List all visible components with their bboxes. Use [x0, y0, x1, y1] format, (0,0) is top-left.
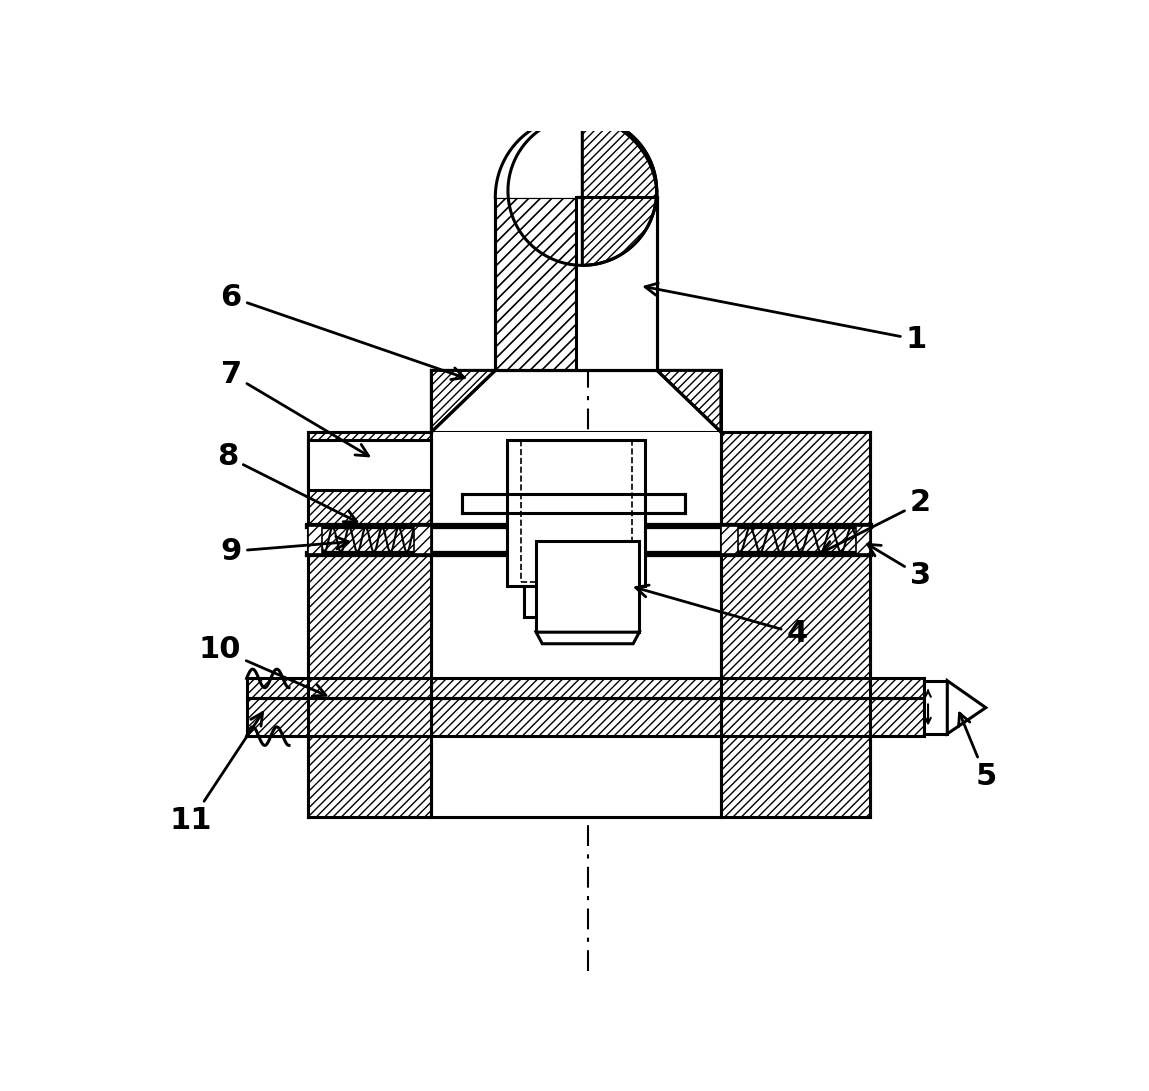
Bar: [308, 526, 322, 553]
Bar: [524, 586, 629, 616]
Text: 8: 8: [217, 442, 357, 521]
Bar: [247, 679, 924, 697]
Bar: [308, 432, 870, 817]
Polygon shape: [537, 632, 639, 644]
Bar: [720, 432, 870, 817]
Bar: [495, 197, 657, 370]
Text: 2: 2: [822, 489, 931, 552]
Bar: [856, 526, 870, 553]
Text: 11: 11: [170, 712, 263, 836]
Bar: [495, 197, 657, 370]
Polygon shape: [583, 117, 657, 265]
Bar: [924, 681, 947, 734]
Text: 6: 6: [221, 283, 464, 380]
Polygon shape: [947, 681, 986, 734]
Bar: [431, 432, 720, 817]
Bar: [507, 493, 646, 513]
Bar: [462, 493, 686, 513]
Text: 3: 3: [867, 544, 931, 590]
Bar: [520, 441, 632, 583]
Text: 5: 5: [958, 714, 996, 791]
Polygon shape: [657, 370, 720, 432]
Bar: [415, 526, 431, 553]
Bar: [720, 526, 738, 553]
Text: 10: 10: [199, 635, 326, 696]
Bar: [308, 440, 431, 490]
Text: 7: 7: [221, 360, 369, 456]
Bar: [537, 541, 639, 632]
Bar: [507, 440, 646, 586]
Text: 1: 1: [645, 284, 927, 355]
Text: 4: 4: [635, 585, 808, 648]
Text: 9: 9: [221, 537, 348, 566]
Bar: [308, 432, 431, 817]
Polygon shape: [495, 117, 576, 197]
Bar: [247, 697, 924, 736]
Polygon shape: [431, 370, 495, 432]
Bar: [576, 197, 657, 370]
